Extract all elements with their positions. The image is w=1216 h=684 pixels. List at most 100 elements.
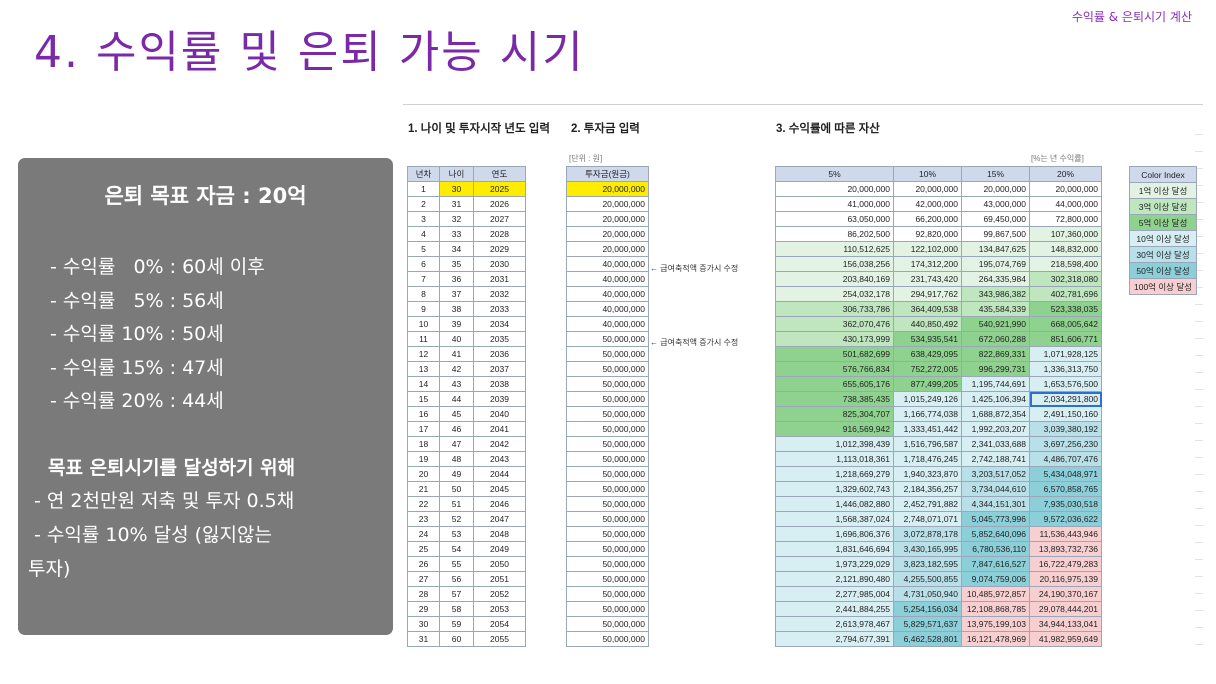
asset-cell: 672,060,288 [961, 331, 1030, 347]
asset-cell: 42,000,000 [893, 196, 962, 212]
year-cell: 2052 [473, 586, 526, 602]
table-row: 41,000,000 42,000,000 43,000,000 44,000,000 [775, 196, 1102, 212]
year-index-cell: 22 [407, 496, 440, 512]
asset-cell: 402,781,696 [1029, 286, 1102, 302]
table-row: 1,113,018,361 1,718,476,245 2,742,188,741 4… [775, 451, 1102, 467]
salary-note: ← 급여축적액 증가시 수정 [650, 264, 739, 273]
table-row: 50,000,000 [566, 436, 649, 452]
rate-line: - 수익률 20% : 44세 [50, 390, 224, 412]
asset-cell: 1,653,576,500 [1029, 376, 1102, 392]
asset-cell: 1,516,796,587 [893, 436, 962, 452]
column-header: 20% [1029, 166, 1102, 182]
age-cell: 38 [439, 301, 474, 317]
table-row: 29 58 2053 [407, 601, 526, 617]
age-cell: 55 [439, 556, 474, 572]
table-row: 40,000,000 [566, 316, 649, 332]
asset-cell: 9,572,036,622 [1029, 511, 1102, 527]
principal-cell: 20,000,000 [566, 211, 649, 227]
principal-cell: 40,000,000 [566, 301, 649, 317]
principal-cell: 50,000,000 [566, 451, 649, 467]
asset-cell: 6,570,858,765 [1029, 481, 1102, 497]
year-index-cell: 13 [407, 361, 440, 377]
asset-cell: 20,000,000 [1029, 181, 1102, 197]
table-row: 20,000,000 [566, 181, 649, 197]
page-title: 4. 수익률 및 은퇴 가능 시기 [34, 27, 585, 78]
sheet-scroll-edge [1195, 118, 1203, 658]
year-index-cell: 29 [407, 601, 440, 617]
principal-cell: 50,000,000 [566, 361, 649, 377]
year-index-cell: 19 [407, 451, 440, 467]
age-cell: 42 [439, 361, 474, 377]
table-row: 16 45 2040 [407, 406, 526, 422]
asset-cell: 5,434,048,971 [1029, 466, 1102, 482]
year-cell: 2039 [473, 391, 526, 407]
asset-cell: 20,116,975,139 [1029, 571, 1102, 587]
asset-cell: 7,935,030,518 [1029, 496, 1102, 512]
age-cell: 51 [439, 496, 474, 512]
asset-cell: 63,050,000 [775, 211, 894, 227]
asset-cell: 4,731,050,940 [893, 586, 962, 602]
asset-cell: 2,748,071,071 [893, 511, 962, 527]
year-cell: 2041 [473, 421, 526, 437]
principal-cell: 50,000,000 [566, 601, 649, 617]
section-2-title: 2. 투자금 입력 [571, 123, 640, 135]
asset-cell: 435,584,339 [961, 301, 1030, 317]
age-cell: 39 [439, 316, 474, 332]
asset-cell: 13,975,199,103 [961, 616, 1030, 632]
table-row: 50,000,000 [566, 631, 649, 647]
asset-cell: 440,850,492 [893, 316, 962, 332]
column-header: 나이 [439, 166, 474, 182]
table-row: 20 49 2044 [407, 466, 526, 482]
legend-item: 10억 이상 달성 [1129, 230, 1197, 247]
principal-cell: 40,000,000 [566, 286, 649, 302]
principal-cell: 50,000,000 [566, 406, 649, 422]
age-cell: 47 [439, 436, 474, 452]
principal-cell: 50,000,000 [566, 421, 649, 437]
asset-cell: 3,072,878,178 [893, 526, 962, 542]
table-row: 22 51 2046 [407, 496, 526, 512]
asset-cell: 7,847,616,527 [961, 556, 1030, 572]
year-cell: 2046 [473, 496, 526, 512]
table-row: 2,441,884,255 5,254,156,034 12,108,868,785… [775, 601, 1102, 617]
table-row: 50,000,000 [566, 511, 649, 527]
goal-line: - 수익률 10% 달성 (잃지않는 [34, 524, 272, 546]
asset-cell: 362,070,476 [775, 316, 894, 332]
asset-cell: 86,202,500 [775, 226, 894, 242]
asset-cell: 4,344,151,301 [961, 496, 1030, 512]
asset-cell: 66,200,000 [893, 211, 962, 227]
table-row: 2,121,890,480 4,255,500,855 9,074,759,006 2… [775, 571, 1102, 587]
year-cell: 2049 [473, 541, 526, 557]
asset-cell: 851,606,771 [1029, 331, 1102, 347]
asset-cell: 1,015,249,126 [893, 391, 962, 407]
asset-cell: 174,312,200 [893, 256, 962, 272]
year-cell: 2037 [473, 361, 526, 377]
header-row: 5% 10% 15% 20% [775, 166, 1102, 182]
asset-cell: 1,940,323,870 [893, 466, 962, 482]
asset-cell: 1,113,018,361 [775, 451, 894, 467]
year-cell: 2045 [473, 481, 526, 497]
column-header: 10% [893, 166, 962, 182]
table-row: 3억 이상 달성 [1129, 198, 1197, 215]
table-row: 14 43 2038 [407, 376, 526, 392]
age-cell: 35 [439, 256, 474, 272]
table-row: 9 38 2033 [407, 301, 526, 317]
year-index-cell: 11 [407, 331, 440, 347]
table-row: 203,840,169 231,743,420 264,335,984 302,318… [775, 271, 1102, 287]
section-3-title: 3. 수익률에 따른 자산 [776, 123, 880, 135]
age-cell: 31 [439, 196, 474, 212]
table-row: 20,000,000 [566, 241, 649, 257]
year-index-cell: 4 [407, 226, 440, 242]
asset-cell: 1,696,806,376 [775, 526, 894, 542]
table-row: 18 47 2042 [407, 436, 526, 452]
table-row: 27 56 2051 [407, 571, 526, 587]
asset-cell: 825,304,707 [775, 406, 894, 422]
table-row: 30억 이상 달성 [1129, 246, 1197, 263]
year-index-cell: 25 [407, 541, 440, 557]
age-cell: 41 [439, 346, 474, 362]
year-index-cell: 31 [407, 631, 440, 647]
header-row: 투자금(원금) [566, 166, 649, 182]
table-row: 50,000,000 [566, 616, 649, 632]
table-row: 40,000,000 [566, 286, 649, 302]
age-cell: 36 [439, 271, 474, 287]
year-index-cell: 23 [407, 511, 440, 527]
